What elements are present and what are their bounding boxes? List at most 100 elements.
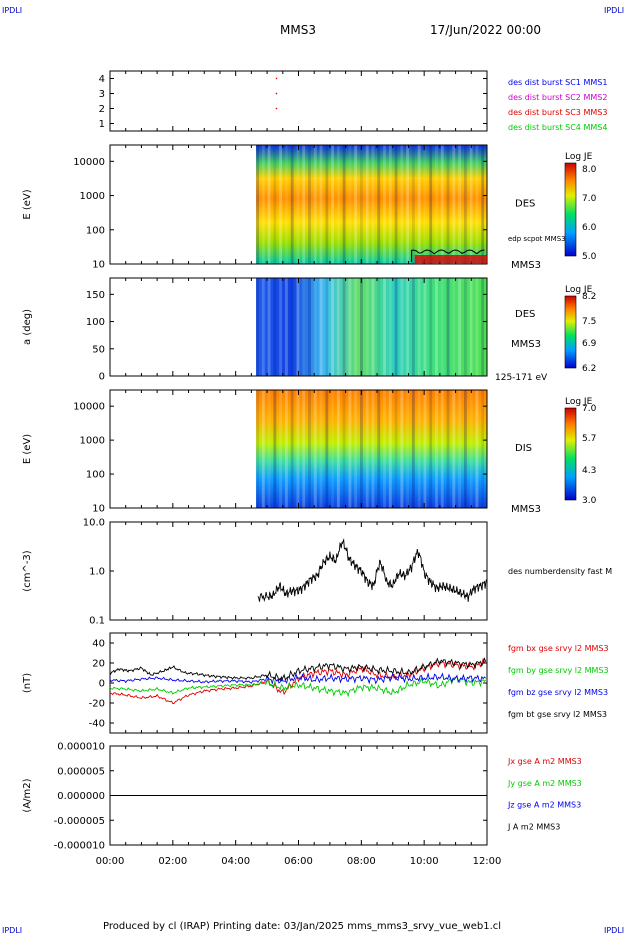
colorbar-tick-label: 4.3 [582,466,596,476]
spectrogram-strip [261,278,265,376]
series-line-density [257,538,487,603]
spectrogram-strip [273,145,277,264]
corner-label-top-left: IPDLI [2,6,22,15]
spectrogram-strip [435,278,438,376]
spectrogram-strip [354,278,358,376]
ytick-label: 2 [99,104,105,115]
spectrogram-strip [319,278,323,376]
spectrogram-strip [331,145,335,264]
legend-entry: des numberdensity fast M [508,567,612,576]
ytick-label: 150 [86,290,105,301]
ytick-label: 10000 [73,402,105,413]
spectrogram-strip [388,145,392,264]
ylabel: E (eV) [22,189,33,219]
legend-entry: J A m2 MMS3 [507,822,560,831]
colorbar-des_energy [564,162,577,257]
panel-frame [109,70,488,132]
spectrogram-strip [256,145,259,264]
spectrogram-strip [267,145,271,264]
spectrogram-strip [290,390,294,508]
panel-density: 0.1 1.0 10.0 (cm^-3) des numberdensity fast … [22,518,612,627]
spectrogram-strip [284,390,288,508]
colorbar-tick-label: 7.0 [582,404,597,414]
colorbar-tick-label: 8.2 [582,292,596,302]
panel-des_pitch: Log JE8.2 7.5 6.9 6.2 DES MMS3 125-171 eV 0 50 10… [22,277,597,383]
legend-entry: Jx gse A m2 MMS3 [507,757,582,766]
colorbar-tick-label: 6.0 [582,223,597,233]
spectrogram-strip [331,278,335,376]
colorbar-tick-label: 7.5 [582,317,596,327]
spectrogram-strip [302,278,306,376]
legend-entry: des dist burst SC3 MMS3 [508,108,607,117]
legend-entry: des dist burst SC1 MMS1 [508,78,607,87]
xtick-label: 02:00 [158,856,187,867]
spectrogram-strip [435,390,438,508]
spectrogram-strip [279,278,283,376]
panel-sc-label: MMS3 [511,339,541,350]
xtick-label: 08:00 [347,856,376,867]
ylabel: E (eV) [22,434,33,464]
spectrogram-strip [463,145,467,264]
xtick-label: 04:00 [221,856,250,867]
spectrogram-strip [365,278,369,376]
legend-entry: Jz gse A m2 MMS3 [507,801,581,810]
spectrogram-strip [423,390,427,508]
spectrogram-strip [440,278,444,376]
spectrogram-strip [325,145,329,264]
legend-entry: Jy gse A m2 MMS3 [507,779,582,788]
spectrogram-strip [446,390,450,508]
legend-entry: des dist burst SC4 MMS4 [508,123,607,132]
spectrogram-strip [256,278,259,376]
spectrogram-strip [452,278,456,376]
spectrogram-strip [273,278,277,376]
spectrogram-strip [429,145,433,264]
spectrogram-des_pitch [256,278,487,376]
panel-label: DES [515,199,535,210]
legend-entry: fgm bx gse srvy l2 MMS3 [508,644,609,653]
spectrogram-strip [400,145,404,264]
spectrogram-strip [452,145,456,264]
spectrogram-strip [296,145,300,264]
spectrogram-strip [308,145,311,264]
spectrogram-strip [458,145,462,264]
spectrogram-strip [313,145,317,264]
panel-fgm: -40 -20 0 20 40 (nT) fgm bx gse srvy l2 MMS3 fg… [22,632,609,734]
ytick-label: 10 [92,504,105,515]
xtick-label: 06:00 [284,856,313,867]
series-line-fgm-bz [109,672,486,685]
spectrogram-strip [429,278,433,376]
ylabel: (cm^-3) [22,550,33,591]
spectrogram-strip [423,278,427,376]
spectrogram-strip [302,390,306,508]
spectrogram-strip [481,145,485,264]
ytick-label: 100 [86,470,105,481]
spectrogram-strip [290,278,294,376]
panel-sc-label: MMS3 [511,260,541,271]
spectrogram-strip [475,278,479,376]
corner-label-bottom-right: IPDLI [604,926,624,934]
spectrogram-strip [261,390,265,508]
spectrogram-strip [440,145,444,264]
panel-des_energy: Log JE 8.0 7.0 6.0 5.0 DES MMS3 edp scpot MMS3 1… [22,144,597,271]
spectrogram-strip [469,145,473,264]
colorbar-tick-label: 8.0 [582,165,597,175]
spectrogram-strip [325,278,329,376]
spectrogram-strip [359,145,363,264]
spectrogram-strip [365,145,369,264]
panel-sc-label: MMS3 [511,504,541,515]
spectrogram-strip [475,145,479,264]
spectrogram-strip [284,278,288,376]
spectrogram-des_energy [256,145,487,264]
ytick-label: 0.000000 [57,791,105,802]
panel-frame [109,632,488,734]
spectrogram-strip [388,278,392,376]
scpot-overlay [411,249,487,263]
series-line-fgm-by [109,674,487,698]
spectrogram-strip [348,145,352,264]
spectrogram-strip [279,145,283,264]
ytick-label: -40 [89,719,105,730]
spectrogram-strip [411,278,415,376]
spectrogram-strip [336,145,340,264]
scpot-line [411,249,485,262]
spectrogram-strip [354,390,358,508]
